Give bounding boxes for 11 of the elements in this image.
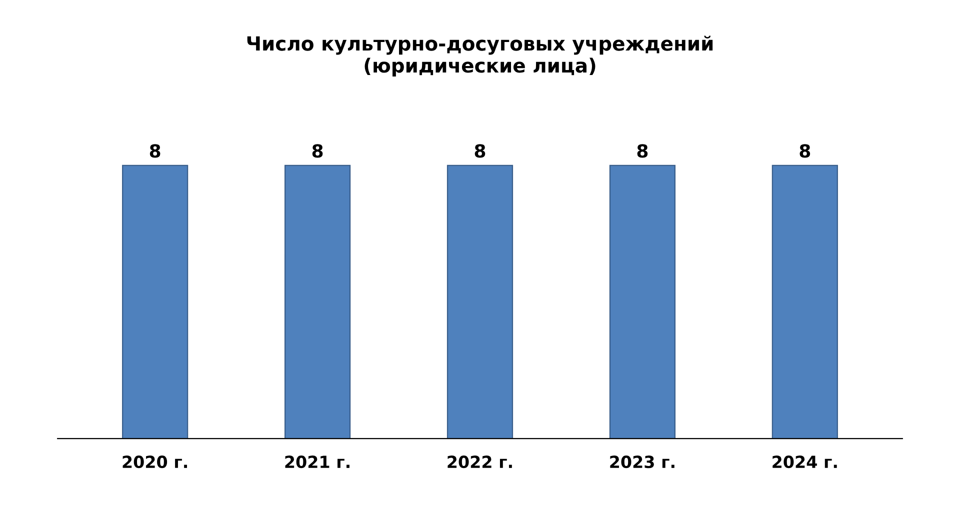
x-tick-label: 2021 г. bbox=[285, 456, 350, 468]
x-tick-label: 2020 г. bbox=[122, 456, 187, 468]
data-label: 8 bbox=[312, 144, 323, 158]
data-label: 8 bbox=[800, 144, 810, 158]
data-label: 8 bbox=[637, 144, 648, 158]
data-label: 8 bbox=[474, 144, 486, 158]
x-tick-label: 2024 г. bbox=[772, 456, 837, 468]
data-label: 8 bbox=[150, 144, 160, 158]
x-tick-label: 2023 г. bbox=[610, 456, 674, 468]
chart-title: Число культурно-досуговых учреждений (юридические лица) bbox=[247, 36, 713, 77]
x-tick-label: 2022 г. bbox=[448, 456, 512, 468]
